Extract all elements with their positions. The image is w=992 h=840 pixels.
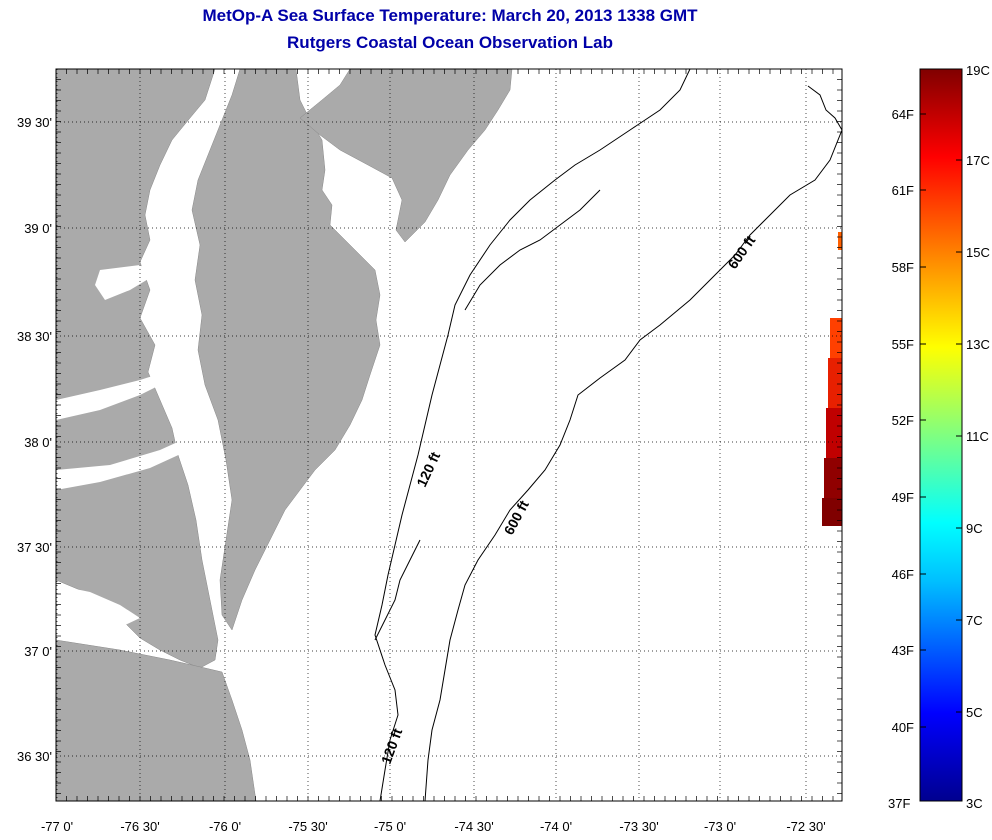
y-tick-label: 39 0' [24,221,52,236]
contour-120ft-c [374,539,421,641]
colorbar-fahrenheit-label: 58F [892,260,914,275]
land-layer [56,69,513,801]
y-tick-label: 37 0' [24,644,52,659]
colorbar-fahrenheit-label: 64F [892,107,914,122]
axis-labels: -77 0' -76 30' -76 0' -75 30' -75 0' -74 30' -… [17,115,826,834]
colorbar-fahrenheit-label: 46F [892,567,914,582]
colorbar-fahrenheit-label: 52F [892,413,914,428]
x-tick-label: -75 0' [374,819,406,834]
x-tick-label: -76 0' [209,819,241,834]
colorbar-top-label: 19C [966,63,990,78]
colorbar-celsius-label: 15C [966,245,990,260]
contour-600ft-b [807,85,842,131]
contour-120ft [374,69,691,801]
colorbar-fahrenheit-label: 61F [892,183,914,198]
colorbar: 19C 37F 3C 64F 61F 58F 55F 52F 49F 46F 43F 40F 1… [888,63,990,811]
y-tick-label: 36 30' [17,749,52,764]
y-tick-label: 39 30' [17,115,52,130]
x-tick-label: -76 30' [120,819,159,834]
colorbar-celsius-label: 13C [966,337,990,352]
y-tick-label: 37 30' [17,540,52,555]
chesapeake-tributary-2 [56,440,185,490]
colorbar-celsius-label: 9C [966,521,983,536]
colorbar-fahrenheit-label: 43F [892,643,914,658]
colorbar-fahrenheit-label: 55F [892,337,914,352]
map-frame [55,68,843,802]
colorbar-celsius-label: 5C [966,705,983,720]
y-tick-label: 38 0' [24,435,52,450]
x-tick-label: -73 0' [704,819,736,834]
colorbar-celsius-label: 11C [966,429,989,444]
chesapeake-tributary-3 [56,585,140,625]
x-tick-label: -74 0' [540,819,572,834]
contour-120ft-b [464,189,601,311]
colorbar-gradient [919,68,963,802]
x-tick-label: -73 30' [619,819,658,834]
chesapeake-tributary [56,372,170,420]
map-subtitle: Rutgers Coastal Ocean Observation Lab [287,33,613,52]
southern-coast-land [56,639,257,801]
x-tick-label: -75 30' [288,819,327,834]
colorbar-bottom-label: 37F [888,796,910,811]
x-tick-label: -72 30' [786,819,825,834]
delmarva-land [191,69,381,631]
graticule [55,68,843,802]
colorbar-celsius-label: 17C [966,153,990,168]
new-jersey-land [299,69,513,243]
colorbar-celsius-label: 7C [966,613,983,628]
y-tick-label: 38 30' [17,329,52,344]
map-title: MetOp-A Sea Surface Temperature: March 2… [202,6,698,25]
x-tick-label: -74 30' [454,819,493,834]
colorbar-fahrenheit-label: 49F [892,490,914,505]
x-tick-label: -77 0' [41,819,73,834]
colorbar-fahrenheit-label: 40F [892,720,914,735]
western-shore-land [56,69,219,669]
colorbar-bottom-celsius: 3C [966,796,983,811]
